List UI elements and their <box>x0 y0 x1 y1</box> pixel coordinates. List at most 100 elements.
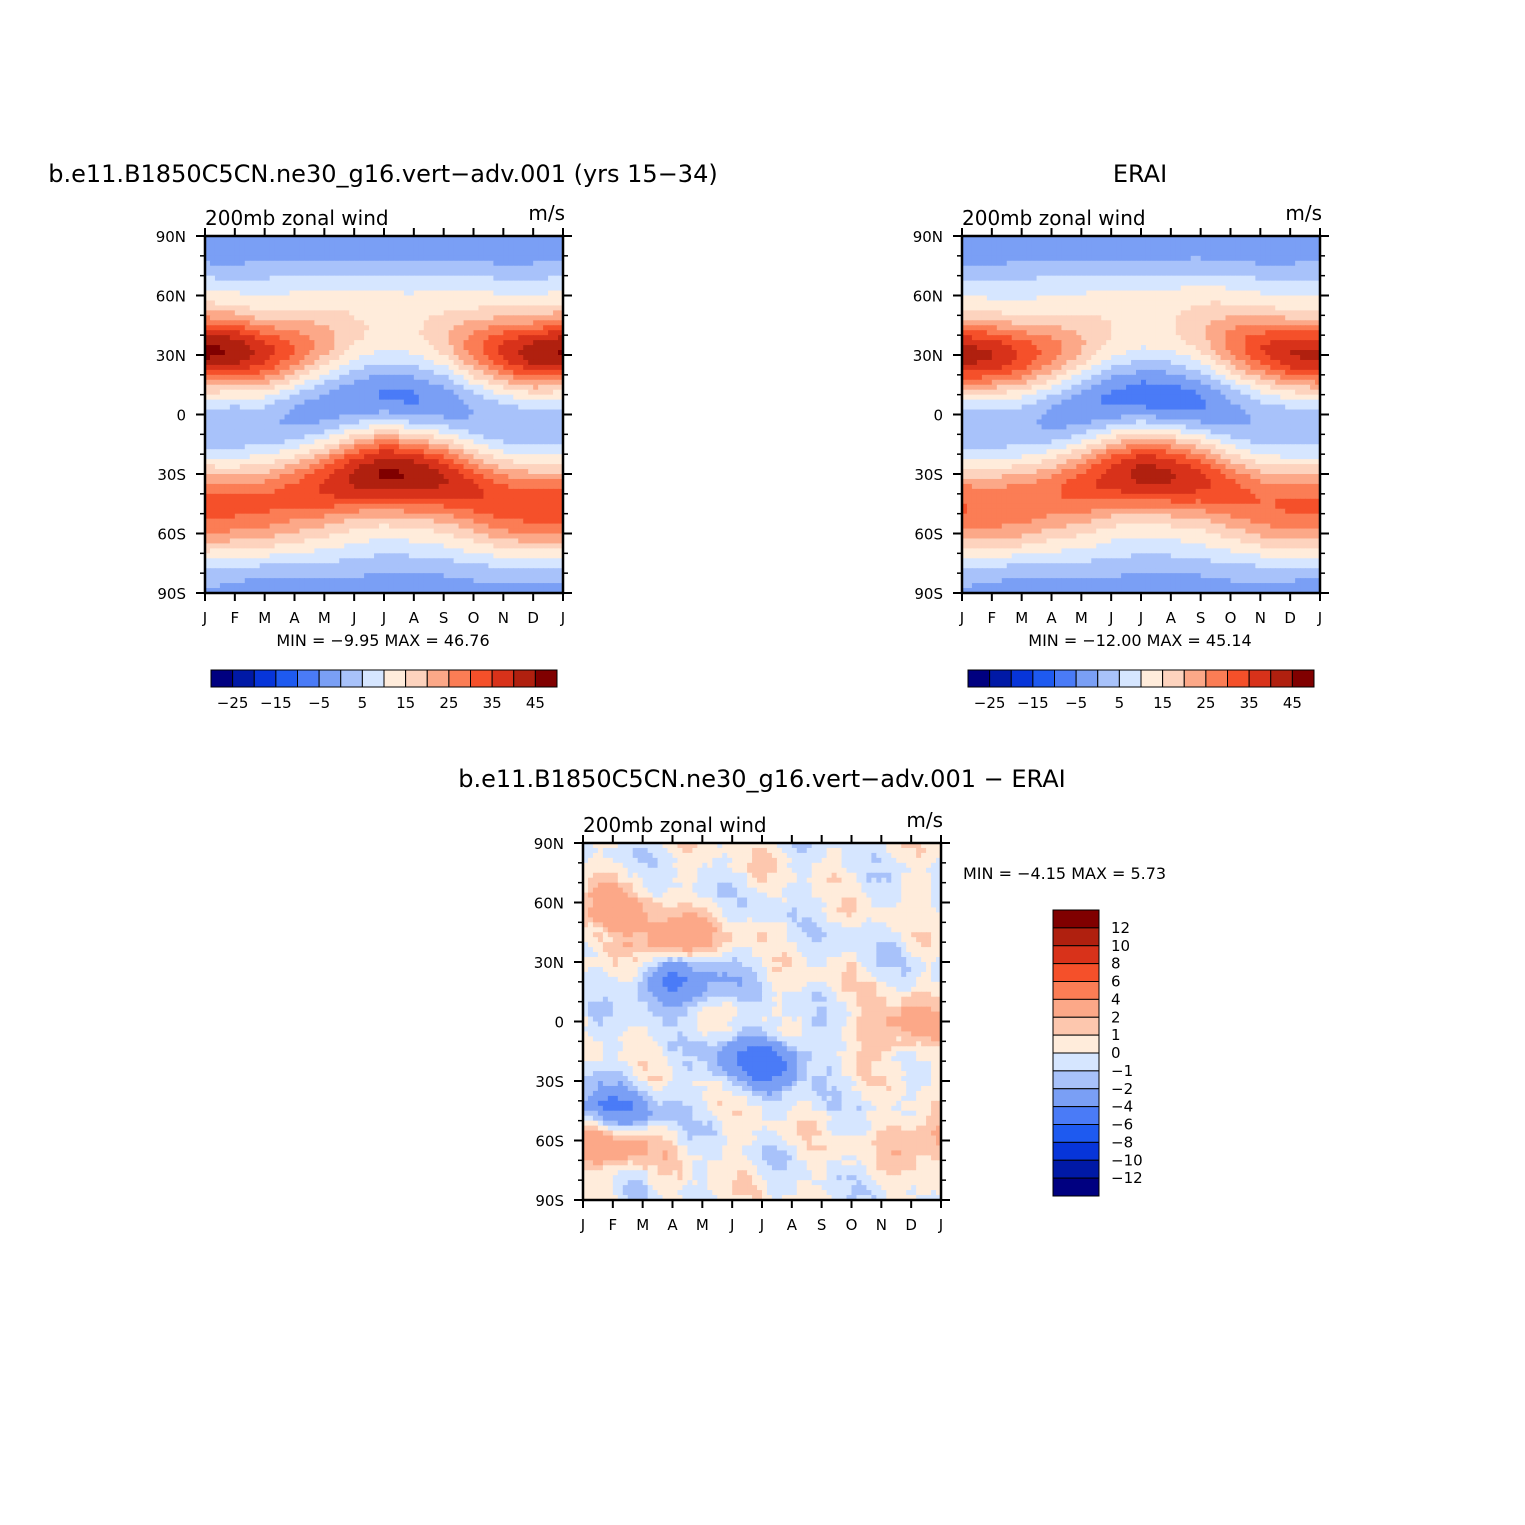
contour-cell <box>408 538 415 545</box>
contour-cell <box>229 449 236 455</box>
contour-cell <box>453 573 460 579</box>
contour-cell <box>279 474 286 480</box>
contour-cell <box>364 424 370 430</box>
contour-cell <box>428 399 435 406</box>
contour-cell <box>438 414 445 421</box>
contour-cell <box>438 444 445 450</box>
contour-cell <box>403 563 410 569</box>
contour-cell <box>478 568 485 574</box>
contour-cell <box>364 399 370 406</box>
contour-cell <box>488 245 494 252</box>
contour-cell <box>284 478 291 485</box>
contour-cell <box>314 558 320 564</box>
contour-cell <box>523 300 529 307</box>
contour-cell <box>503 315 509 321</box>
contour-cell <box>349 285 355 292</box>
contour-cell <box>513 295 519 302</box>
contour-cell <box>538 399 544 406</box>
contour-cell <box>239 409 246 416</box>
contour-cell <box>374 498 380 505</box>
contour-cell <box>463 340 470 346</box>
contour-cell <box>443 478 450 485</box>
contour-cell <box>314 409 320 416</box>
contour-cell <box>523 270 529 277</box>
contour-cell <box>418 369 425 376</box>
contour-cell <box>339 434 345 440</box>
contour-cell <box>458 503 465 510</box>
contour-cell <box>369 315 375 321</box>
contour-cell <box>244 275 251 282</box>
contour-cell <box>264 240 271 247</box>
contour-cell <box>274 503 281 510</box>
contour-cell <box>488 379 494 386</box>
contour-cell <box>483 459 490 465</box>
contour-cell <box>448 553 455 559</box>
contour-cell <box>503 469 509 475</box>
contour-cell <box>234 364 241 371</box>
contour-cell <box>528 300 534 307</box>
contour-cell <box>299 285 306 292</box>
contour-cell <box>463 270 470 277</box>
contour-cell <box>413 513 420 520</box>
contour-cell <box>528 568 534 574</box>
contour-cell <box>369 558 375 564</box>
contour-cell <box>458 379 465 386</box>
contour-cell <box>224 345 231 351</box>
contour-cell <box>488 325 494 331</box>
contour-cell <box>493 260 499 267</box>
contour-cell <box>453 444 460 450</box>
contour-cell <box>503 558 509 564</box>
contour-cell <box>408 454 415 460</box>
contour-cell <box>254 240 261 247</box>
contour-cell <box>398 260 405 267</box>
contour-cell <box>463 305 470 311</box>
contour-cell <box>433 449 440 455</box>
contour-cell <box>558 315 563 321</box>
contour-cell <box>304 538 311 545</box>
contour-cell <box>219 280 226 287</box>
contour-cell <box>205 295 211 302</box>
contour-cell <box>254 533 261 540</box>
contour-cell <box>239 469 246 475</box>
contour-cell <box>548 335 554 341</box>
contour-cell <box>473 498 480 505</box>
contour-cell <box>205 255 211 262</box>
contour-cell <box>304 305 311 311</box>
contour-cell <box>443 493 450 500</box>
contour-cell <box>438 265 445 272</box>
contour-cell <box>438 533 445 540</box>
contour-cell <box>558 305 563 311</box>
contour-cell <box>478 474 485 480</box>
contour-cell <box>523 315 529 321</box>
contour-cell <box>558 429 563 435</box>
contour-cell <box>478 508 485 515</box>
contour-cell <box>324 454 330 460</box>
contour-cell <box>289 270 296 277</box>
contour-cell <box>438 369 445 376</box>
contour-cell <box>413 364 420 371</box>
contour-cell <box>513 444 519 450</box>
contour-cell <box>309 454 315 460</box>
contour-cell <box>518 454 524 460</box>
contour-cell <box>538 429 544 435</box>
contour-cell <box>453 245 460 252</box>
contour-cell <box>498 275 504 282</box>
contour-cell <box>463 419 470 426</box>
contour-cell <box>319 399 325 406</box>
contour-cell <box>339 310 345 316</box>
contour-cell <box>413 449 420 455</box>
contour-cell <box>458 459 465 465</box>
contour-cell <box>299 315 306 321</box>
contour-cell <box>508 498 514 505</box>
contour-cell <box>264 503 271 510</box>
contour-cell <box>448 265 455 272</box>
contour-cell <box>229 270 236 277</box>
contour-cell <box>384 429 390 435</box>
contour-cell <box>463 568 470 574</box>
contour-cell <box>349 255 355 262</box>
contour-cell <box>523 439 529 445</box>
contour-cell <box>553 335 559 341</box>
contour-cell <box>433 265 440 272</box>
contour-cell <box>388 459 395 465</box>
contour-cell <box>229 404 236 411</box>
